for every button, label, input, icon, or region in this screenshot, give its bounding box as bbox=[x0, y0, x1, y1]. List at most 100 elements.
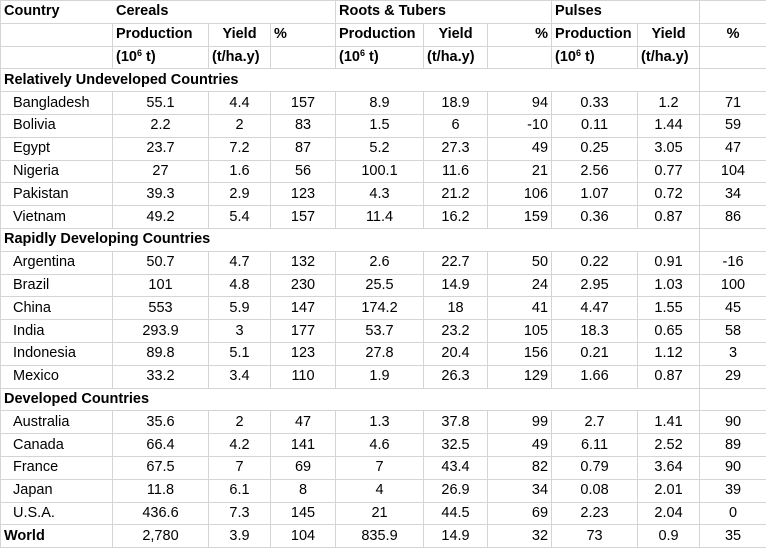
cell-roots-percent: 106 bbox=[487, 182, 553, 207]
header-roots-yield-unit: (t/ha.y) bbox=[423, 45, 489, 70]
cell-pulses-production: 0.21 bbox=[551, 341, 639, 366]
cell-cereals-production: 436.6 bbox=[112, 501, 209, 526]
cell-cereals-production: 23.7 bbox=[112, 136, 209, 161]
cell-pulses-percent: 35 bbox=[699, 524, 766, 549]
cell-roots-yield: 21.2 bbox=[423, 182, 489, 207]
header-cereals: Cereals bbox=[111, 0, 337, 24]
cell-roots-yield: 32.5 bbox=[423, 433, 489, 457]
cell-cereals-production: 553 bbox=[112, 296, 209, 321]
cell-pulses-production: 0.11 bbox=[551, 113, 639, 138]
header-row-groups: Country Cereals Roots & Tubers Pulses bbox=[0, 0, 766, 24]
cell-roots-production: 4 bbox=[335, 478, 425, 503]
cell-country: Indonesia bbox=[0, 341, 113, 366]
section-title: Rapidly Developing Countries bbox=[0, 227, 701, 252]
cell-cereals-percent: 147 bbox=[269, 296, 337, 321]
cell-pulses-yield: 0.77 bbox=[637, 159, 701, 184]
cell-cereals-yield: 6.1 bbox=[208, 478, 271, 503]
cell-country: Bolivia bbox=[0, 113, 113, 138]
cell-roots-production: 2.6 bbox=[335, 250, 425, 275]
cell-roots-yield: 43.4 bbox=[423, 455, 489, 480]
cell-cereals-yield: 5.4 bbox=[208, 205, 271, 229]
cell-cereals-yield: 4.8 bbox=[208, 273, 271, 298]
cell-pulses-yield: 0.87 bbox=[637, 364, 701, 389]
cell-cereals-production: 49.2 bbox=[112, 205, 209, 229]
table-row: Vietnam 49.2 5.4 157 11.4 16.2 159 0.36 0.87 86 bbox=[0, 205, 766, 229]
cell-cereals-yield: 1.6 bbox=[208, 159, 271, 184]
section-header-row: Rapidly Developing Countries bbox=[0, 227, 766, 252]
cell-country: Bangladesh bbox=[0, 91, 113, 115]
cell-pulses-yield: 1.55 bbox=[637, 296, 701, 321]
cell-roots-yield: 27.3 bbox=[423, 136, 489, 161]
cell-pulses-production: 1.66 bbox=[551, 364, 639, 389]
cell-roots-percent: 34 bbox=[487, 478, 553, 503]
cell-roots-yield: 16.2 bbox=[423, 205, 489, 229]
cell-roots-production: 1.9 bbox=[335, 364, 425, 389]
cell-pulses-yield: 1.2 bbox=[637, 91, 701, 115]
header-roots-tubers: Roots & Tubers bbox=[335, 0, 553, 24]
cell-roots-yield: 26.9 bbox=[423, 478, 489, 503]
cell-pulses-percent: 45 bbox=[699, 296, 766, 321]
cell-country: Japan bbox=[0, 478, 113, 503]
cell-pulses-yield: 0.72 bbox=[637, 182, 701, 207]
cell-roots-production: 5.2 bbox=[335, 136, 425, 161]
cell-cereals-yield: 3.9 bbox=[208, 524, 271, 549]
cell-pulses-percent: 58 bbox=[699, 319, 766, 343]
cell-roots-percent: 24 bbox=[487, 273, 553, 298]
cell-pulses-percent: 100 bbox=[699, 273, 766, 298]
cell-cereals-percent: 177 bbox=[269, 319, 337, 343]
cell-roots-percent: 82 bbox=[487, 455, 553, 480]
cell-cereals-production: 39.3 bbox=[112, 182, 209, 207]
cell-pulses-percent: 59 bbox=[699, 113, 766, 138]
table-row: India 293.9 3 177 53.7 23.2 105 18.3 0.65 58 bbox=[0, 319, 766, 343]
cell-roots-percent: 159 bbox=[487, 205, 553, 229]
cell-roots-production: 1.5 bbox=[335, 113, 425, 138]
section-title: Developed Countries bbox=[0, 387, 701, 412]
cell-roots-production: 7 bbox=[335, 455, 425, 480]
table-row: Bangladesh 55.1 4.4 157 8.9 18.9 94 0.33 1.2 71 bbox=[0, 91, 766, 115]
cell-roots-yield: 44.5 bbox=[423, 501, 489, 526]
header-empty bbox=[0, 45, 113, 70]
cell-pulses-percent: 29 bbox=[699, 364, 766, 389]
header-pulses-percent: % bbox=[699, 22, 766, 47]
cell-pulses-percent: 90 bbox=[699, 410, 766, 435]
cell-country: Mexico bbox=[0, 364, 113, 389]
header-cereals-yield: Yield bbox=[208, 22, 271, 47]
total-row: World 2,780 3.9 104 835.9 14.9 32 73 0.9 35 bbox=[0, 524, 766, 549]
header-pulses: Pulses bbox=[551, 0, 701, 24]
cell-pulses-production: 0.25 bbox=[551, 136, 639, 161]
cell-roots-percent: 49 bbox=[487, 136, 553, 161]
section-header-row: Relatively Undeveloped Countries bbox=[0, 68, 766, 93]
cell-roots-production: 11.4 bbox=[335, 205, 425, 229]
cell-cereals-yield: 7 bbox=[208, 455, 271, 480]
table-row: U.S.A. 436.6 7.3 145 21 44.5 69 2.23 2.04 0 bbox=[0, 501, 766, 526]
cell-country: India bbox=[0, 319, 113, 343]
cell-pulses-percent: 104 bbox=[699, 159, 766, 184]
cell-pulses-yield: 0.9 bbox=[637, 524, 701, 549]
cell-cereals-percent: 123 bbox=[269, 341, 337, 366]
cell-roots-yield: 18.9 bbox=[423, 91, 489, 115]
cell-roots-percent: 105 bbox=[487, 319, 553, 343]
cell-roots-production: 25.5 bbox=[335, 273, 425, 298]
cell-country: China bbox=[0, 296, 113, 321]
cell-pulses-percent: 34 bbox=[699, 182, 766, 207]
cell-cereals-yield: 5.9 bbox=[208, 296, 271, 321]
cell-country: Australia bbox=[0, 410, 113, 435]
cell-pulses-percent: 90 bbox=[699, 455, 766, 480]
cell-roots-percent: 41 bbox=[487, 296, 553, 321]
header-pulses-production-unit: (106 t) bbox=[551, 45, 639, 70]
cell-roots-production: 8.9 bbox=[335, 91, 425, 115]
header-roots-yield: Yield bbox=[423, 22, 489, 47]
cell-cereals-percent: 104 bbox=[269, 524, 337, 549]
header-country: Country bbox=[0, 0, 113, 24]
cell-cereals-yield: 2 bbox=[208, 410, 271, 435]
section-empty-cell bbox=[699, 68, 766, 93]
cell-pulses-production: 1.07 bbox=[551, 182, 639, 207]
cell-roots-percent: 50 bbox=[487, 250, 553, 275]
cell-pulses-production: 73 bbox=[551, 524, 639, 549]
cell-pulses-yield: 0.65 bbox=[637, 319, 701, 343]
header-pulses-yield-unit: (t/ha.y) bbox=[637, 45, 701, 70]
table-row: Canada 66.4 4.2 141 4.6 32.5 49 6.11 2.52 89 bbox=[0, 433, 766, 457]
cell-cereals-production: 55.1 bbox=[112, 91, 209, 115]
cell-pulses-production: 0.22 bbox=[551, 250, 639, 275]
cell-pulses-percent: 89 bbox=[699, 433, 766, 457]
